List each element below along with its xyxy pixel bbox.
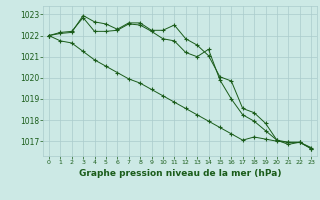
X-axis label: Graphe pression niveau de la mer (hPa): Graphe pression niveau de la mer (hPa) xyxy=(79,169,281,178)
